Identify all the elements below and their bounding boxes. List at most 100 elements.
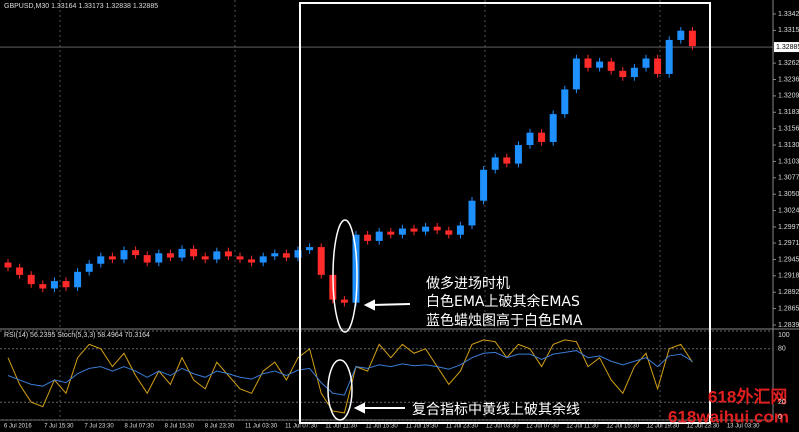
candle-body	[306, 247, 314, 251]
x-tick-label: 8 Jul 15:30	[165, 424, 195, 430]
candle-body	[108, 256, 116, 260]
annotation: 蓝色蜡烛图高于白色EMA	[426, 312, 583, 329]
x-tick-label: 12 Jul 03:30	[486, 424, 519, 430]
candle-body	[688, 30, 696, 47]
y-tick-label: 1.32360	[778, 76, 799, 83]
watermark: 618waihui.com	[668, 407, 789, 426]
annotation: 复合指标中黄线上破其余线	[412, 401, 580, 418]
arrow	[371, 303, 411, 306]
candle-body	[677, 30, 685, 40]
candle-body	[364, 234, 372, 241]
y-tick-label: 1.29975	[778, 224, 799, 231]
x-tick-label: 12 Jul 07:30	[526, 424, 559, 430]
y-tick-label: 1.30770	[778, 175, 799, 182]
candle-body	[352, 234, 360, 303]
x-tick-label: 11 Jul 11:30	[325, 424, 357, 430]
candle-body	[317, 247, 325, 275]
candle-body	[27, 274, 35, 285]
y-tick-label: 1.32095	[778, 93, 799, 100]
candle-body	[619, 70, 627, 78]
candle-body	[178, 248, 186, 258]
candle-body	[340, 299, 348, 303]
y-tick-label: 1.30240	[778, 207, 799, 214]
x-tick-label: 11 Jul 03:30	[245, 424, 278, 430]
y-tick-label: 1.29450	[778, 256, 799, 263]
x-tick-label: 11 Jul 19:30	[406, 424, 439, 430]
y-tick-label: 1.33155	[778, 27, 799, 34]
candle-body	[190, 248, 198, 257]
candle-body	[456, 225, 464, 235]
candle-body	[607, 61, 615, 71]
candle-body	[398, 228, 406, 235]
arrows	[353, 299, 411, 414]
x-tick-label: 11 Jul 07:30	[285, 424, 318, 430]
arrow-head	[363, 299, 375, 311]
annotation: 做多进场时机	[426, 275, 510, 292]
indicator-tick-label: 100	[778, 332, 790, 339]
y-tick-label: 1.28655	[778, 305, 799, 312]
candle-body	[503, 157, 511, 164]
candle-body	[549, 114, 557, 142]
candle-body	[39, 284, 47, 289]
candle-body	[422, 226, 430, 232]
candle-body	[294, 250, 302, 258]
candle-body	[433, 226, 441, 231]
annotation: 白色EMA上破其余EMAS	[426, 293, 580, 310]
candle-body	[4, 262, 12, 268]
candle-body	[236, 256, 244, 260]
x-tick-label: 12 Jul 19:30	[647, 424, 680, 430]
candle-body	[642, 58, 650, 68]
candle-body	[85, 263, 93, 272]
indicator-tick-label: 80	[778, 346, 786, 353]
chart-header: GBPUSD,M30 1.33164 1.33173 1.32838 1.328…	[4, 3, 158, 10]
highlight-ellipse	[332, 219, 358, 333]
candle-body	[584, 58, 592, 68]
x-tick-label: 13 Jul 03:30	[727, 424, 760, 430]
indicator-tick-label: 20	[778, 399, 786, 406]
candle-body	[445, 230, 453, 235]
x-tick-label: 7 Jul 15:30	[44, 424, 74, 430]
highlight-box	[299, 2, 711, 424]
x-tick-label: 11 Jul 15:30	[365, 424, 398, 430]
arrow-head	[353, 402, 365, 414]
candle-body	[572, 58, 580, 90]
x-tick-label: 12 Jul 23:30	[687, 424, 720, 430]
x-tick-label: 12 Jul 15:30	[606, 424, 639, 430]
candle-body	[491, 157, 499, 170]
candle-body	[201, 256, 209, 260]
candle-body	[259, 256, 267, 263]
x-tick-label: 7 Jul 23:30	[84, 424, 114, 430]
current-price-box	[774, 42, 799, 53]
indicator-tick-label: 0	[778, 414, 782, 421]
y-tick-label: 1.32625	[778, 60, 799, 67]
x-tick-label: 11 Jul 23:30	[446, 424, 479, 430]
indicator-line	[7, 350, 693, 396]
candle-body	[596, 61, 604, 68]
candle-body	[480, 169, 488, 201]
candle-body	[248, 259, 256, 263]
candle-body	[375, 231, 383, 241]
candle-body	[155, 253, 163, 263]
x-tick-label: 8 Jul 07:30	[124, 424, 154, 430]
indicator-line	[7, 339, 693, 414]
candle-body	[514, 145, 522, 164]
indicator-header: RSI(14) 56.2395 Stoch(5,3,3) 58.4964 70.…	[4, 332, 150, 339]
candle-body	[654, 58, 662, 74]
highlight-ellipse	[327, 359, 353, 421]
x-tick-label: 12 Jul 11:30	[566, 424, 599, 430]
x-tick-label: 6 Jul 2016	[4, 424, 32, 430]
candle-body	[97, 256, 105, 264]
candle-body	[665, 39, 673, 74]
candle-body	[50, 281, 58, 289]
candle-body	[166, 253, 174, 258]
candle-body	[16, 267, 24, 275]
current-price-label: 1.32885	[776, 44, 799, 51]
candle-body	[526, 132, 534, 146]
candle-body	[74, 271, 82, 288]
candle-body	[538, 132, 546, 142]
candle-body	[224, 251, 232, 257]
y-tick-label: 1.31565	[778, 126, 799, 133]
